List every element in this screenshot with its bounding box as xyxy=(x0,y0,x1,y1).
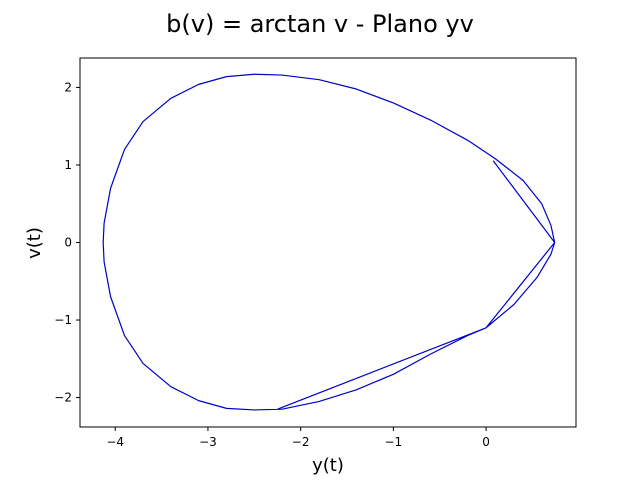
x-axis-label: y(t) xyxy=(312,455,344,476)
y-tick-label: 0 xyxy=(64,236,72,250)
x-tick-label: −2 xyxy=(292,435,310,449)
y-tick-label: 2 xyxy=(64,80,72,94)
y-axis-label: v(t) xyxy=(24,227,45,259)
y-tick-label: −1 xyxy=(54,313,72,327)
y-axis-ticks: −2 −1 0 1 2 xyxy=(54,80,80,405)
plot-area xyxy=(102,73,556,411)
x-tick-label: −3 xyxy=(199,435,217,449)
y-tick-label: 1 xyxy=(64,158,72,172)
y-tick-label: −2 xyxy=(54,391,72,405)
series-line-0 xyxy=(102,73,556,411)
x-tick-label: −4 xyxy=(106,435,124,449)
x-axis-ticks: −4 −3 −2 −1 0 xyxy=(106,427,490,449)
chart-title: b(v) = arctan v - Plano yv xyxy=(166,10,474,38)
x-tick-label: 0 xyxy=(482,435,490,449)
x-tick-label: −1 xyxy=(385,435,403,449)
